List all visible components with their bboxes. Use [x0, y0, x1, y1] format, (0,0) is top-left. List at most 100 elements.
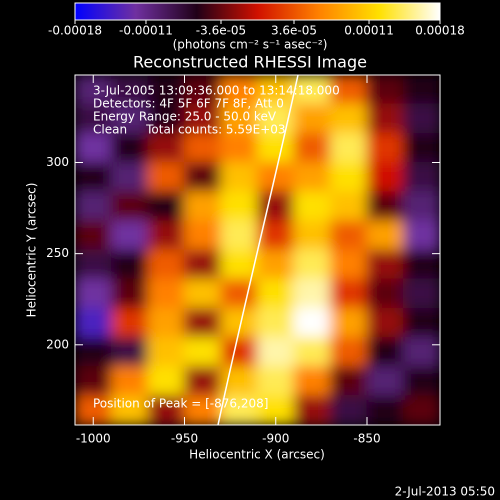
cell — [184, 337, 222, 368]
cell — [366, 132, 404, 163]
colorbar-tick-label: -3.6e-05 — [196, 24, 246, 38]
cell — [330, 307, 368, 338]
colorbar — [74, 2, 441, 21]
cell — [330, 249, 368, 280]
cell — [330, 162, 368, 193]
cell — [330, 395, 368, 425]
cell — [75, 249, 112, 280]
cell — [366, 249, 404, 280]
cell — [257, 337, 295, 368]
cell — [184, 162, 222, 193]
cell — [330, 132, 368, 163]
cell — [366, 220, 404, 251]
cell — [220, 162, 258, 193]
cell — [184, 75, 222, 105]
cell — [330, 278, 368, 309]
cell — [293, 162, 331, 193]
cell — [147, 278, 185, 309]
cell — [220, 395, 258, 425]
cell — [403, 278, 440, 309]
cell — [111, 132, 149, 163]
colorbar-label: (photons cm⁻² s⁻¹ asec⁻²) — [173, 38, 328, 52]
colorbar-tick-label: 0.00011 — [344, 24, 394, 38]
x-tick-label: -950 — [171, 432, 198, 446]
cell — [330, 103, 368, 134]
cell — [366, 307, 404, 338]
cell — [147, 366, 185, 397]
annotation: Detectors: 4F 5F 6F 7F 8F, Att 0 — [93, 97, 284, 111]
cell — [75, 132, 112, 163]
x-tick-label: -900 — [262, 432, 289, 446]
cell — [111, 191, 149, 222]
cell — [220, 278, 258, 309]
cell — [111, 220, 149, 251]
cell — [111, 103, 149, 134]
cell — [366, 103, 404, 134]
cell — [75, 307, 112, 338]
peak-label: Position of Peak = [-876,208] — [93, 397, 268, 411]
cell — [257, 191, 295, 222]
y-tick-label: 300 — [46, 155, 69, 169]
cell — [75, 191, 112, 222]
cell — [403, 132, 440, 163]
annotation: Energy Range: 25.0 - 50.0 keV — [93, 110, 277, 124]
cell — [330, 366, 368, 397]
cell — [366, 162, 404, 193]
cell — [184, 366, 222, 397]
cell — [293, 75, 331, 105]
cell — [257, 132, 295, 163]
cell — [293, 337, 331, 368]
cell — [403, 366, 440, 397]
cell — [184, 132, 222, 163]
cell — [330, 75, 368, 105]
footer: 2-Jul-2013 05:50 — [395, 485, 495, 499]
cell — [293, 103, 331, 134]
cell — [111, 395, 149, 425]
cell — [147, 75, 185, 105]
x-tick-label: -1000 — [76, 432, 111, 446]
cell — [147, 162, 185, 193]
y-tick-label: 250 — [46, 246, 69, 260]
cell — [184, 220, 222, 251]
cell — [147, 191, 185, 222]
plot-frame — [74, 74, 441, 426]
cell — [257, 278, 295, 309]
colorbar-tick-label: -0.00018 — [48, 24, 102, 38]
colorbar-tick-label: 3.6e-05 — [271, 24, 317, 38]
cell — [220, 191, 258, 222]
x-tick-label: -850 — [353, 432, 380, 446]
annotation: Clean Total counts: 5.59E+03 — [93, 123, 286, 137]
cell — [257, 249, 295, 280]
x-axis-label: Heliocentric X (arcsec) — [189, 448, 325, 462]
cell — [184, 191, 222, 222]
cell — [75, 337, 112, 368]
cell — [147, 307, 185, 338]
cell — [257, 162, 295, 193]
y-axis-label: Heliocentric Y (arcsec) — [25, 183, 39, 318]
image — [75, 75, 440, 425]
cell — [366, 337, 404, 368]
cell — [366, 278, 404, 309]
cell — [293, 307, 331, 338]
cell — [220, 307, 258, 338]
cell — [403, 220, 440, 251]
cell — [111, 307, 149, 338]
cell — [293, 278, 331, 309]
cell — [111, 249, 149, 280]
cell — [330, 220, 368, 251]
cell — [111, 162, 149, 193]
cell — [293, 191, 331, 222]
annotation: 3-Jul-2005 13:09:36.000 to 13:14:18.000 — [93, 84, 340, 98]
cell — [184, 395, 222, 425]
cell — [403, 307, 440, 338]
cell — [111, 75, 149, 105]
cell — [111, 278, 149, 309]
cell — [147, 103, 185, 134]
cell — [293, 220, 331, 251]
cell — [403, 249, 440, 280]
cell — [293, 249, 331, 280]
cell — [257, 307, 295, 338]
cell — [184, 249, 222, 280]
cell — [366, 75, 404, 105]
